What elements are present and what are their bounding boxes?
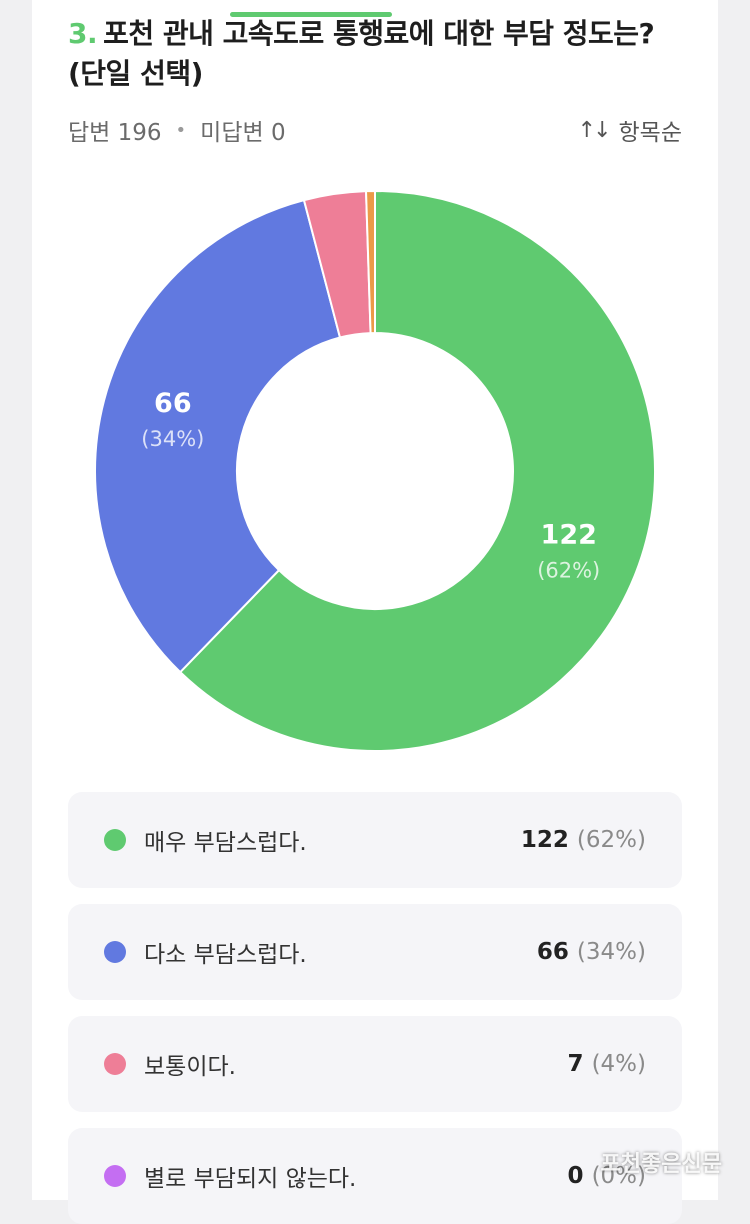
question-card: 3. 포천 관내 고속도로 통행료에 대한 부담 정도는? (단일 선택) 답변 … bbox=[32, 0, 718, 1224]
legend-percent: (62%) bbox=[576, 827, 646, 853]
active-tab-indicator bbox=[230, 12, 392, 17]
sort-label: 항목순 bbox=[618, 120, 682, 146]
slice-percent-label: (34%) bbox=[141, 427, 204, 451]
legend-percent: (4%) bbox=[591, 1051, 646, 1077]
watermark: 포천좋은신문 bbox=[600, 1152, 722, 1177]
legend-label: 별로 부담되지 않는다. bbox=[144, 1166, 357, 1192]
donut-slice[interactable] bbox=[178, 189, 656, 752]
legend-item[interactable]: 매우 부담스럽다. 122 (62%) bbox=[68, 792, 682, 888]
question-text: 포천 관내 고속도로 통행료에 대한 부담 정도는? (단일 선택) bbox=[68, 17, 655, 90]
legend-item[interactable]: 다소 부담스럽다. 66 (34%) bbox=[68, 904, 682, 1000]
sort-arrows-icon: ↑↓ bbox=[577, 117, 612, 143]
question-number: 3. bbox=[68, 17, 98, 50]
legend-color-dot bbox=[104, 1053, 126, 1075]
legend-percent: (0%) bbox=[591, 1163, 646, 1189]
response-stats: 답변 196 • 미답변 0 bbox=[68, 112, 286, 148]
legend-count: 7 bbox=[567, 1051, 584, 1077]
legend-item[interactable]: 별로 부담되지 않는다. 0 (0%) bbox=[68, 1128, 682, 1224]
legend-color-dot bbox=[104, 1165, 126, 1187]
slice-count-label: 122 bbox=[541, 519, 597, 550]
legend-color-dot bbox=[104, 941, 126, 963]
question-title: 3. 포천 관내 고속도로 통행료에 대한 부담 정도는? (단일 선택) bbox=[68, 14, 688, 94]
legend-item[interactable]: 보통이다. 7 (4%) bbox=[68, 1016, 682, 1112]
separator-dot: • bbox=[175, 119, 187, 141]
legend-count: 66 bbox=[536, 939, 569, 965]
answered-count: 답변 196 bbox=[68, 120, 162, 146]
slice-count-label: 66 bbox=[154, 388, 192, 419]
legend-color-dot bbox=[104, 829, 126, 851]
donut-slice[interactable] bbox=[364, 189, 376, 335]
legend-label: 매우 부담스럽다. bbox=[144, 830, 307, 856]
donut-slice[interactable] bbox=[94, 198, 342, 674]
legend-count: 122 bbox=[520, 827, 569, 853]
legend-percent: (34%) bbox=[576, 939, 646, 965]
legend-count: 0 bbox=[567, 1163, 584, 1189]
slice-percent-label: (62%) bbox=[537, 558, 600, 582]
sort-button[interactable]: ↑↓ 항목순 bbox=[578, 112, 682, 148]
donut-chart: 122 (62%) 66 (34%) bbox=[94, 189, 656, 752]
unanswered-count: 미답변 0 bbox=[200, 120, 286, 146]
legend-label: 보통이다. bbox=[144, 1054, 236, 1080]
legend-label: 다소 부담스럽다. bbox=[144, 942, 307, 968]
